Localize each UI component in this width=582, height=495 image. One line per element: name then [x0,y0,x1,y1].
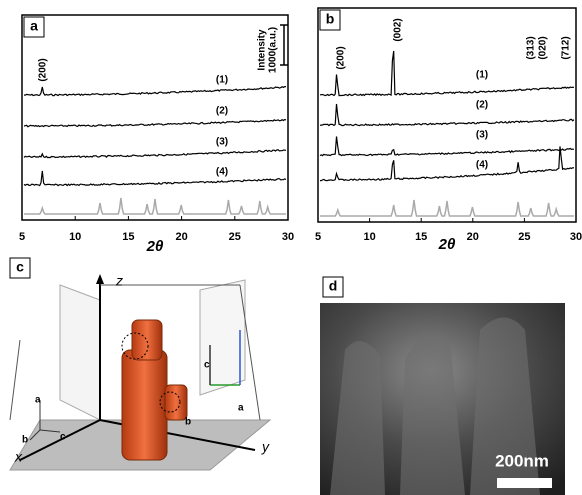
peak-label: (200) [38,58,49,81]
reference-pattern [24,198,286,214]
x-tick-label: 20 [175,231,187,243]
x-tick-label: 20 [467,231,479,243]
cell-axis: b [22,435,28,446]
peak-label: (313) [526,36,537,59]
x-tick-label: 30 [282,231,294,243]
figure: a (200) Intensity 1000(a.u.) 2θ b (200) … [0,0,582,495]
scale-bar [280,25,288,65]
x-tick-label: 5 [19,231,25,243]
cell-axis: a [35,395,41,406]
cell-axis: c [204,360,210,371]
x-tick-label: 30 [570,231,582,243]
trace-label: (3) [216,137,228,148]
reference-pattern [320,200,574,216]
axis-label: x [14,449,23,465]
x-tick-label: 15 [122,231,134,243]
xrd-trace [320,104,574,126]
x-tick-label: 10 [363,231,375,243]
x-label: 2θ [438,236,456,253]
trace-label: (2) [216,106,228,117]
cell-axis: b [185,417,191,428]
peak-label: (002) [393,18,404,41]
schematic [10,274,270,470]
scale-text: 200nm [495,451,549,470]
scale-bar [497,478,552,488]
trace-label: (4) [216,167,228,178]
x-tick-label: 25 [518,231,530,243]
x-tick-label: 10 [69,231,81,243]
xrd-trace [320,137,574,156]
x-label: 2θ [146,238,164,255]
cell-axis: c [60,432,66,443]
intensity-label: Intensity [257,29,268,71]
panel-a-frame [22,15,288,220]
panel-label: c [16,259,24,275]
panel-label: a [30,18,38,34]
trace-label: (3) [476,130,488,141]
xrd-trace [24,120,286,127]
trace-label: (4) [476,160,488,171]
trace-label: (2) [476,100,488,111]
peak-label: (020) [538,36,549,59]
peak-label: (712) [561,36,572,59]
intensity-unit: 1000(a.u.) [268,27,279,73]
panel-label: d [329,278,338,294]
trace-label: (1) [476,70,488,81]
x-tick-label: 15 [415,231,427,243]
x-tick-label: 25 [229,231,241,243]
xrd-trace [24,87,286,96]
trace-label: (1) [216,75,228,86]
axis-label: z [115,273,123,289]
panel-label: b [326,11,335,27]
axis-label: y [261,439,270,455]
peak-label: (200) [336,46,347,69]
x-tick-label: 5 [315,231,321,243]
cell-axis: a [238,403,244,414]
xrd-trace [24,171,286,186]
xrd-trace [24,150,286,158]
